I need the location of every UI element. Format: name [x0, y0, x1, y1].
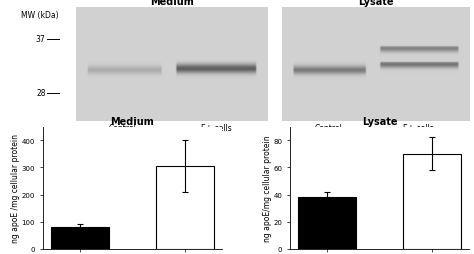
Text: 28: 28 — [36, 89, 46, 98]
Text: 37: 37 — [36, 35, 46, 44]
Title: Medium: Medium — [110, 116, 154, 126]
Bar — [51, 227, 109, 249]
Y-axis label: ng apoE/mg cellular protein: ng apoE/mg cellular protein — [263, 135, 272, 241]
Bar — [298, 197, 356, 249]
Title: Lysate: Lysate — [362, 116, 397, 126]
Text: MW (kDa): MW (kDa) — [21, 11, 58, 20]
Title: Lysate: Lysate — [358, 0, 393, 7]
Y-axis label: ng apoE /mg cellular protein: ng apoE /mg cellular protein — [11, 134, 20, 242]
Bar — [156, 166, 214, 249]
Bar — [403, 154, 461, 249]
Title: Medium: Medium — [150, 0, 193, 7]
